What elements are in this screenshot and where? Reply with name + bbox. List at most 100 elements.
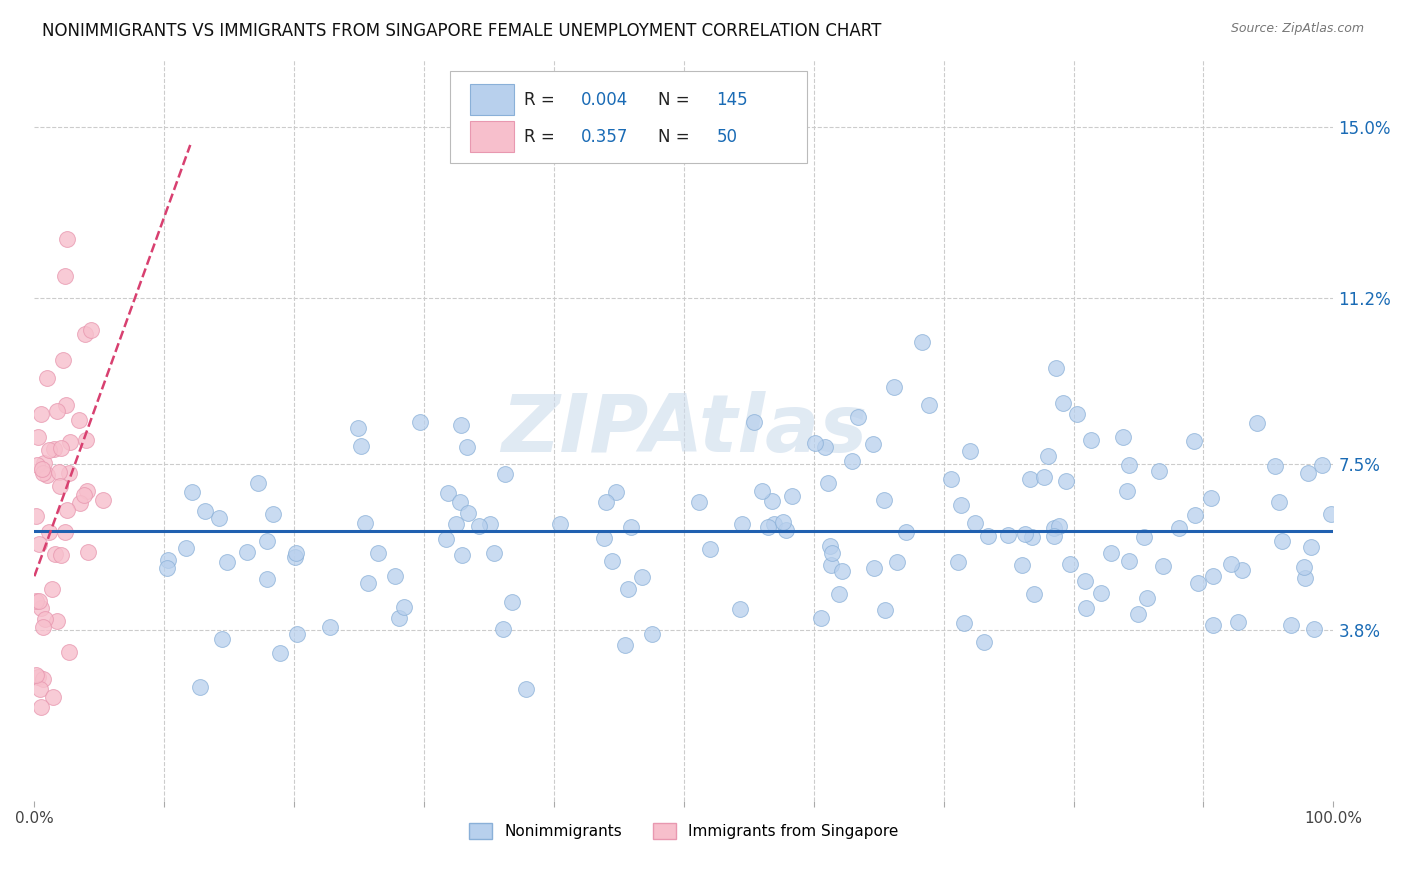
Point (1246, 416, 1268, 430)
Point (449, 495, 471, 509)
Point (269, 646, 291, 660)
Point (946, 555, 969, 569)
Point (688, 495, 710, 509)
Point (284, 549, 307, 564)
Point (58, 645, 80, 659)
Point (69, 496, 91, 510)
Point (284, 546, 307, 560)
Point (515, 681, 537, 696)
Point (1187, 575, 1209, 590)
Point (35, 467, 58, 482)
Point (27, 594, 49, 608)
Point (1136, 591, 1159, 605)
Point (73, 488, 96, 502)
Point (446, 517, 468, 532)
Point (875, 603, 897, 617)
Point (600, 554, 623, 568)
Point (1043, 529, 1066, 543)
Point (1294, 571, 1316, 585)
Point (31, 467, 53, 481)
Point (1184, 434, 1206, 449)
Point (976, 529, 998, 543)
Point (27, 670, 49, 684)
Point (1220, 557, 1243, 571)
Point (32, 456, 55, 470)
Point (479, 517, 502, 532)
Point (194, 504, 217, 518)
Point (1074, 601, 1097, 615)
Point (1038, 449, 1060, 463)
Point (1320, 507, 1343, 521)
Point (235, 545, 257, 559)
Point (91, 492, 114, 507)
Point (804, 436, 827, 450)
Point (211, 632, 233, 646)
Point (772, 515, 794, 529)
Point (1042, 521, 1064, 535)
Point (763, 517, 786, 532)
Point (28, 537, 51, 551)
Text: Source: ZipAtlas.com: Source: ZipAtlas.com (1230, 22, 1364, 36)
Text: NONIMMIGRANTS VS IMMIGRANTS FROM SINGAPORE FEMALE UNEMPLOYMENT CORRELATION CHART: NONIMMIGRANTS VS IMMIGRANTS FROM SINGAPO… (42, 22, 882, 40)
Point (1294, 560, 1316, 574)
Point (357, 576, 380, 591)
Text: R =: R = (524, 91, 555, 109)
Point (917, 398, 939, 412)
Point (208, 510, 231, 524)
Point (450, 548, 472, 562)
Point (59, 435, 82, 450)
Point (1232, 563, 1254, 577)
Point (592, 532, 614, 546)
Point (1299, 540, 1322, 554)
Text: 0.357: 0.357 (581, 128, 628, 145)
Point (367, 546, 389, 560)
Point (751, 483, 773, 498)
Point (44, 547, 66, 561)
Point (1310, 458, 1333, 473)
Point (353, 516, 375, 530)
Point (1264, 458, 1286, 473)
Point (1052, 396, 1074, 410)
Point (347, 421, 370, 435)
Point (468, 519, 491, 533)
Point (156, 553, 179, 567)
Point (813, 441, 835, 455)
Point (1080, 433, 1102, 447)
Point (53, 268, 76, 283)
Point (1184, 508, 1206, 522)
Point (44, 442, 66, 456)
Text: N =: N = (658, 128, 689, 145)
Point (25, 668, 48, 682)
Point (1152, 559, 1174, 574)
Point (37, 370, 59, 384)
Point (1112, 429, 1135, 443)
Point (384, 568, 406, 582)
Point (780, 489, 803, 503)
Point (818, 539, 841, 553)
Point (1128, 607, 1150, 621)
Point (31, 462, 53, 476)
Point (1149, 464, 1171, 478)
Point (58, 466, 80, 480)
Point (434, 532, 457, 546)
Point (1271, 533, 1294, 548)
Point (77, 544, 100, 558)
Point (963, 516, 986, 530)
Point (46, 614, 69, 628)
Point (1011, 558, 1033, 572)
Point (24, 594, 46, 608)
Point (1045, 361, 1067, 376)
Point (1201, 569, 1223, 583)
Point (53, 524, 76, 539)
Point (614, 638, 637, 652)
Point (699, 542, 721, 557)
Point (997, 528, 1019, 542)
Point (215, 555, 238, 569)
Point (821, 546, 844, 560)
Point (30, 700, 52, 714)
Point (1118, 458, 1140, 473)
Point (484, 545, 506, 559)
Point (742, 415, 765, 429)
FancyBboxPatch shape (470, 121, 513, 153)
Point (1047, 518, 1070, 533)
